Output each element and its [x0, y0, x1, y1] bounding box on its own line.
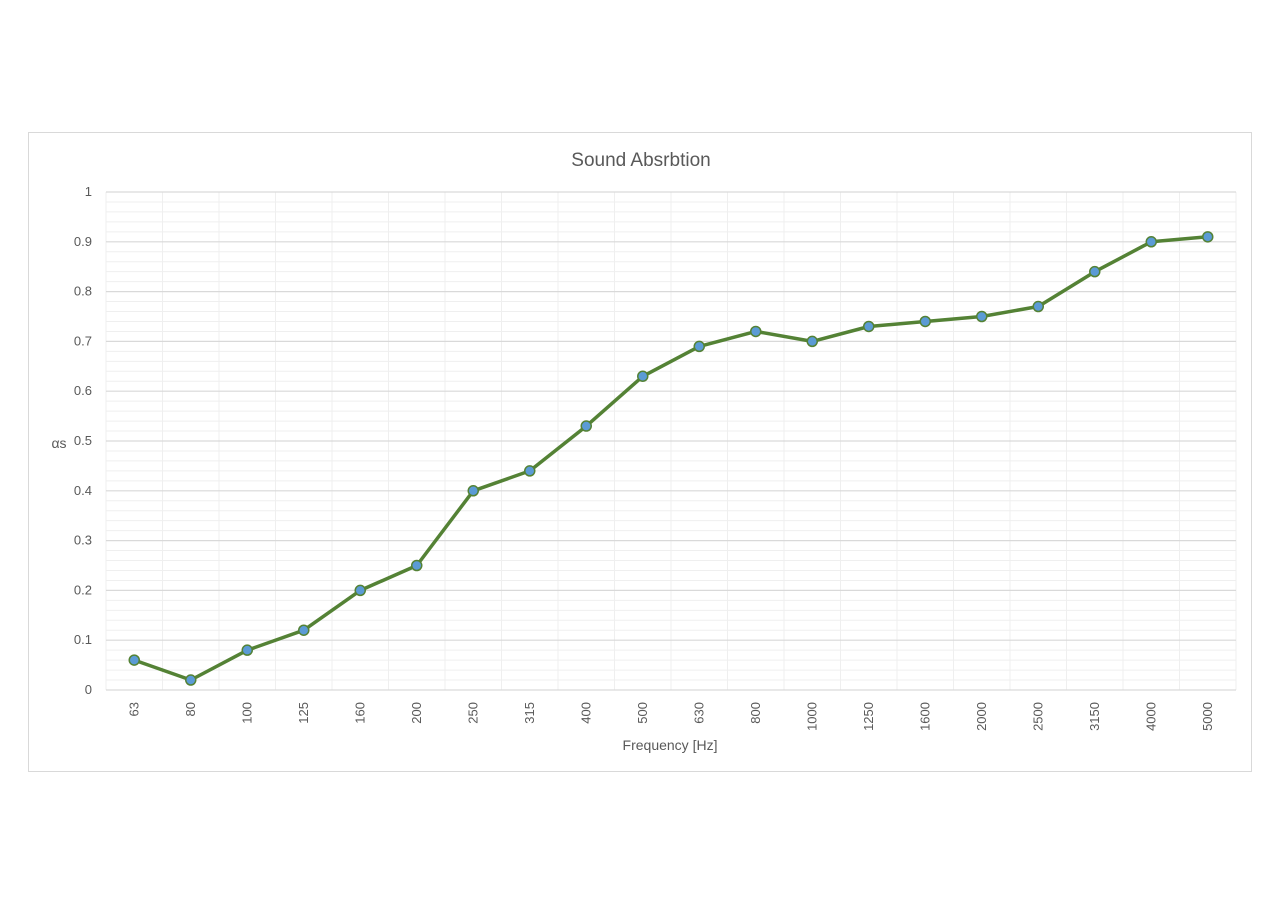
x-axis-ticks: 63 80 100 125 160 200 250 315 400 500 630 800 1000 12…	[126, 702, 1215, 731]
x-tick-label: 250	[465, 702, 480, 724]
x-tick-label: 100	[239, 702, 254, 724]
x-tick-label: 1600	[917, 702, 932, 731]
gridlines	[105, 191, 1237, 691]
y-tick-label: 0.4	[74, 483, 92, 498]
line-chart: Sound Absrbtion 0 0.1 0.2 0.3 0.4 0.5 0.6 0.7 0.…	[51, 150, 1237, 753]
x-tick-label: 630	[691, 702, 706, 724]
data-point	[1032, 300, 1044, 313]
data-point	[863, 320, 875, 333]
data-point	[806, 335, 818, 348]
data-point	[354, 584, 366, 597]
data-point	[976, 310, 988, 323]
x-tick-label: 315	[522, 702, 537, 724]
data-point	[637, 370, 649, 383]
data-point	[128, 654, 140, 666]
x-tick-label: 160	[352, 702, 367, 724]
x-tick-label: 1000	[804, 702, 819, 731]
x-tick-label: 63	[126, 702, 141, 716]
x-tick-label: 4000	[1143, 702, 1158, 731]
y-tick-label: 0.7	[74, 333, 92, 348]
chart-frame: Sound Absrbtion 0 0.1 0.2 0.3 0.4 0.5 0.6 0.7 0.…	[28, 132, 1252, 772]
data-point	[524, 465, 536, 477]
y-tick-label: 0.9	[74, 234, 92, 249]
y-tick-label: 0.3	[74, 533, 92, 548]
y-tick-label: 0.8	[74, 284, 92, 299]
y-tick-label: 0.2	[74, 582, 92, 597]
data-point	[750, 325, 762, 338]
series-line	[133, 235, 1208, 682]
data-point	[1145, 236, 1157, 248]
x-tick-label: 800	[748, 702, 763, 724]
y-tick-label: 1	[85, 184, 92, 199]
data-point	[580, 420, 592, 432]
data-point	[1202, 231, 1214, 243]
y-tick-label: 0	[85, 682, 92, 697]
data-point	[693, 340, 705, 353]
x-tick-label: 125	[296, 702, 311, 724]
data-point	[1089, 265, 1101, 278]
y-tick-label: 0.5	[74, 433, 92, 448]
x-tick-label: 5000	[1200, 702, 1215, 731]
data-point	[185, 674, 197, 686]
x-tick-label: 2500	[1030, 702, 1045, 731]
data-point	[919, 315, 931, 328]
data-point	[411, 559, 423, 572]
data-point	[241, 644, 253, 656]
data-point	[467, 485, 479, 497]
x-tick-label: 400	[578, 702, 593, 724]
x-tick-label: 200	[409, 702, 424, 724]
x-tick-label: 500	[635, 702, 650, 724]
y-axis-label: αs	[51, 435, 66, 451]
series-group	[128, 231, 1214, 686]
x-tick-label: 80	[183, 702, 198, 716]
x-tick-label: 2000	[974, 702, 989, 731]
y-tick-label: 0.1	[74, 632, 92, 647]
x-axis-label: Frequency [Hz]	[623, 737, 718, 753]
y-axis-ticks: 0 0.1 0.2 0.3 0.4 0.5 0.6 0.7 0.8 0.9 1	[74, 184, 92, 697]
data-point	[298, 624, 310, 636]
x-tick-label: 1250	[861, 702, 876, 731]
chart-title: Sound Absrbtion	[571, 150, 710, 171]
x-tick-label: 3150	[1087, 702, 1102, 731]
y-tick-label: 0.6	[74, 383, 92, 398]
